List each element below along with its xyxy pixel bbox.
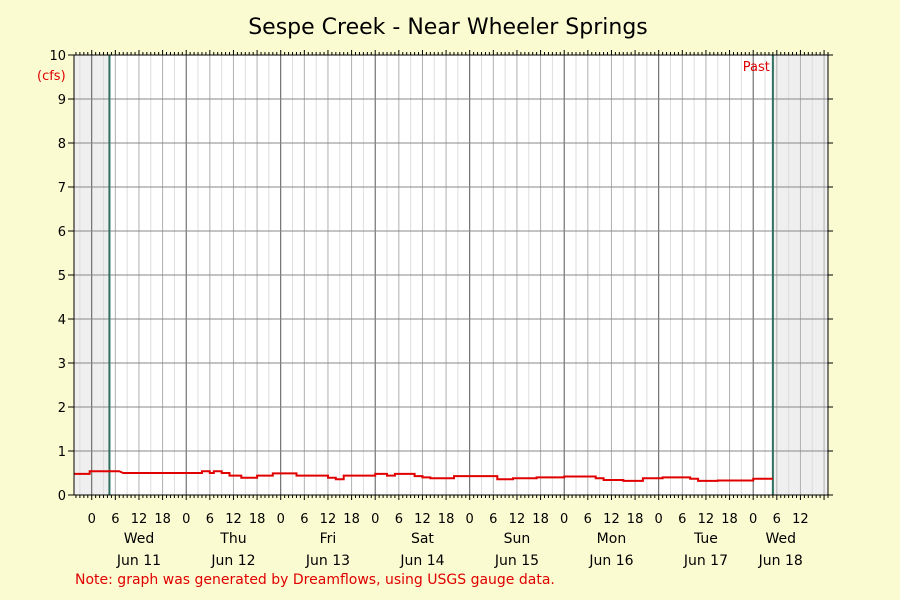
x-tick-label: 18 xyxy=(721,512,738,527)
x-tick-label: 18 xyxy=(532,512,549,527)
x-tick-label: 12 xyxy=(698,512,715,527)
y-tick-label: 1 xyxy=(58,445,66,460)
x-day-weekday-label: Mon xyxy=(597,531,627,547)
x-day-weekday-label: Wed xyxy=(765,531,796,547)
x-tick-label: 6 xyxy=(206,512,214,527)
x-day-weekday-label: Fri xyxy=(320,531,337,547)
x-tick-label: 12 xyxy=(509,512,526,527)
y-axis-unit: (cfs) xyxy=(37,69,66,84)
x-tick-label: 12 xyxy=(414,512,431,527)
x-tick-label: 18 xyxy=(154,512,171,527)
x-day-date-label: Jun 18 xyxy=(758,553,803,569)
x-tick-label: 0 xyxy=(277,512,285,527)
x-tick-label: 0 xyxy=(182,512,190,527)
data-source-note: Note: graph was generated by Dreamflows,… xyxy=(75,572,555,588)
x-tick-label: 6 xyxy=(584,512,592,527)
x-tick-label: 6 xyxy=(111,512,119,527)
x-tick-label: 0 xyxy=(655,512,663,527)
y-tick-label: 10 xyxy=(49,49,66,64)
y-tick-label: 8 xyxy=(58,137,66,152)
x-tick-label: 0 xyxy=(371,512,379,527)
x-day-weekday-label: Sat xyxy=(411,531,434,547)
y-tick-label: 7 xyxy=(58,181,66,196)
y-tick-label: 2 xyxy=(58,401,66,416)
x-day-date-label: Jun 17 xyxy=(683,553,728,569)
x-tick-label: 0 xyxy=(466,512,474,527)
x-day-weekday-label: Wed xyxy=(124,531,155,547)
x-tick-label: 6 xyxy=(678,512,686,527)
past-label: Past xyxy=(743,60,770,75)
y-tick-label: 6 xyxy=(58,225,66,240)
y-tick-label: 0 xyxy=(58,489,66,504)
x-tick-label: 6 xyxy=(773,512,781,527)
x-tick-label: 6 xyxy=(395,512,403,527)
y-tick-label: 5 xyxy=(58,269,66,284)
y-tick-label: 3 xyxy=(58,357,66,372)
x-tick-label: 18 xyxy=(249,512,266,527)
y-tick-label: 4 xyxy=(58,313,66,328)
x-tick-label: 6 xyxy=(489,512,497,527)
x-tick-label: 18 xyxy=(343,512,360,527)
x-day-weekday-label: Tue xyxy=(693,531,718,547)
x-tick-label: 0 xyxy=(88,512,96,527)
x-tick-label: 12 xyxy=(131,512,148,527)
x-tick-label: 12 xyxy=(320,512,337,527)
x-tick-label: 12 xyxy=(603,512,620,527)
chart-title: Sespe Creek - Near Wheeler Springs xyxy=(248,15,648,40)
x-day-date-label: Jun 16 xyxy=(588,553,633,569)
x-tick-label: 12 xyxy=(225,512,242,527)
flow-series-line xyxy=(74,470,773,482)
x-tick-label: 12 xyxy=(792,512,809,527)
y-tick-label: 9 xyxy=(58,93,66,108)
x-tick-label: 18 xyxy=(438,512,455,527)
x-tick-label: 0 xyxy=(749,512,757,527)
x-day-date-label: Jun 13 xyxy=(305,553,350,569)
x-day-date-label: Jun 15 xyxy=(494,553,539,569)
x-tick-label: 18 xyxy=(627,512,644,527)
plot-frame xyxy=(73,54,829,496)
x-day-date-label: Jun 12 xyxy=(210,553,255,569)
x-day-date-label: Jun 11 xyxy=(116,553,161,569)
x-day-weekday-label: Thu xyxy=(219,531,246,547)
x-day-weekday-label: Sun xyxy=(504,531,531,547)
x-day-date-label: Jun 14 xyxy=(399,553,444,569)
x-tick-label: 0 xyxy=(560,512,568,527)
x-tick-label: 6 xyxy=(300,512,308,527)
